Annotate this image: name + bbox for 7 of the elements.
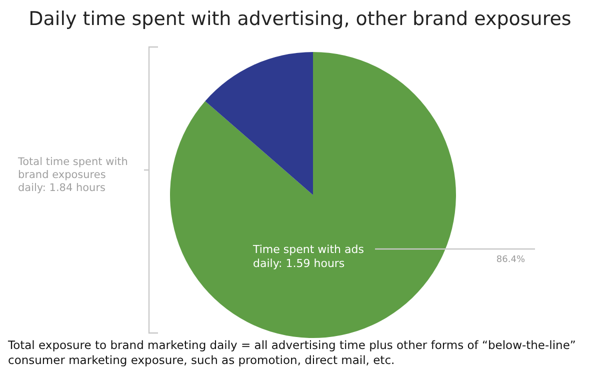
text: Total time spent with brand exposures daily: 1.84 hours (18, 156, 129, 195)
pie-slice (170, 52, 456, 338)
data-label: 86.4% (496, 255, 526, 265)
chart-title: Daily time spent with advertising, other brand exposures (28, 8, 572, 30)
pie-slice (205, 52, 313, 195)
slice-label: Time spent with ads daily: 1.59 hours (252, 243, 364, 270)
text: Total exposure to brand marketing daily = all advertising time plus other forms of “below-the-line” consumer marketing exposure, such as promotion, direct mail, etc. (8, 338, 577, 368)
